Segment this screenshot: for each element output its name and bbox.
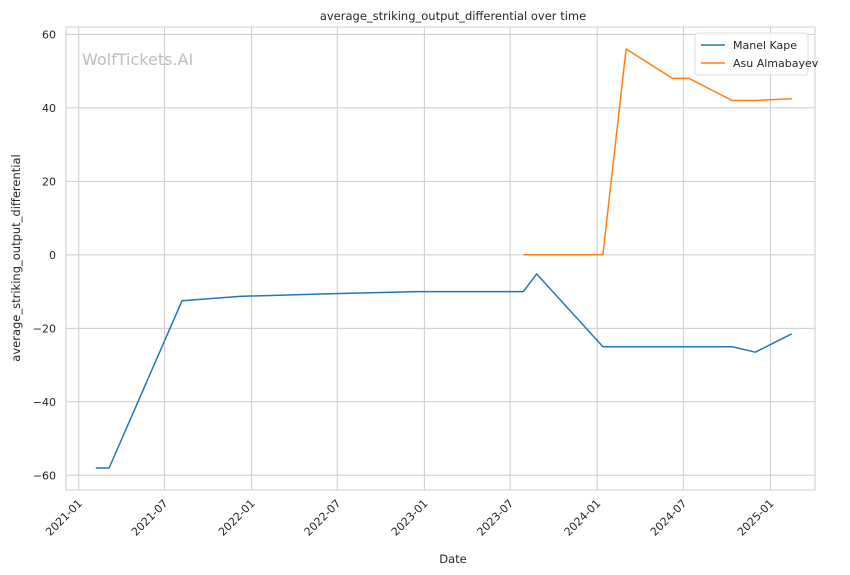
y-tick-label: 60 [42,28,56,41]
y-tick-label: −40 [33,396,56,409]
y-tick-label: 0 [49,249,56,262]
legend: Manel Kape Asu Almabayev [694,32,819,76]
legend-box [694,32,809,76]
y-tick-label: −60 [33,469,56,482]
legend-entry: Asu Almabayev [733,57,819,70]
legend-entry: Manel Kape [733,39,797,52]
x-axis-label: Date [439,552,467,566]
y-axis-ticks: −60 −40 −20 0 20 40 60 [33,28,56,482]
series-layer [95,48,793,469]
chart-title: average_striking_output_differential ove… [320,9,586,23]
y-tick-label: 20 [42,175,56,188]
grid-lines [66,27,815,490]
y-axis-label: average_striking_output_differential [9,154,23,361]
watermark: WolfTickets.AI [82,50,193,69]
series-line-asu-almabayev [523,48,792,256]
plot-frame [65,26,816,491]
y-tick-label: 40 [42,102,56,115]
y-tick-label: −20 [33,322,56,335]
series-line-manel-kape [95,273,793,469]
